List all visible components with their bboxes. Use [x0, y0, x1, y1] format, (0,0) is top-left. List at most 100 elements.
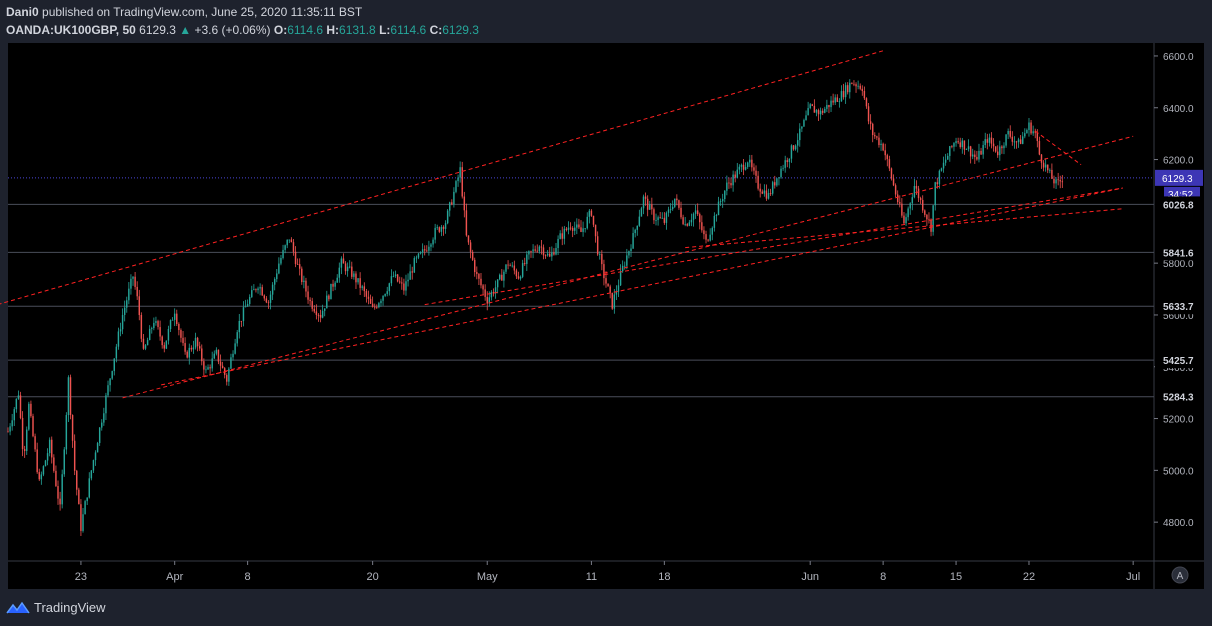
candle-body: [986, 139, 989, 143]
candle-body: [390, 276, 393, 284]
candle-body: [517, 276, 520, 279]
candle-body: [813, 105, 816, 113]
candle-body: [751, 159, 753, 168]
candle-body: [103, 413, 105, 423]
candle-body: [38, 472, 40, 480]
candle-body: [78, 489, 80, 505]
plot-area[interactable]: [8, 43, 1154, 561]
candle-body: [484, 289, 486, 297]
candle-body: [126, 300, 128, 308]
trend-line[interactable]: [161, 187, 1123, 386]
candle-body: [182, 337, 184, 344]
candle-body: [192, 347, 195, 350]
candle-body: [459, 167, 461, 178]
tradingview-logo-icon[interactable]: [6, 600, 30, 616]
candle-body: [461, 167, 463, 197]
candle-body: [526, 254, 528, 264]
candle-body: [421, 249, 424, 253]
candle-body: [913, 185, 916, 198]
candle-body: [976, 157, 978, 160]
time-tick-label: 20: [367, 571, 379, 583]
trend-line[interactable]: [424, 187, 1123, 306]
candle-body: [621, 265, 624, 272]
candle-body: [736, 169, 739, 178]
candle-body: [415, 257, 418, 259]
candle-body: [786, 160, 789, 163]
close-label: C:: [429, 23, 443, 37]
candle-body: [605, 278, 607, 284]
candle-body: [259, 287, 261, 289]
auto-scale-button-bg[interactable]: [1171, 566, 1189, 584]
candle-body: [123, 307, 126, 315]
candle-body: [838, 101, 841, 103]
candle-body: [644, 196, 647, 199]
candle-body: [649, 204, 651, 210]
candle-body: [1026, 129, 1028, 134]
price-tick-label: 5200.0: [1163, 415, 1194, 426]
candle-body: [169, 320, 172, 330]
candle-body: [907, 208, 909, 218]
candle-body: [351, 266, 353, 277]
candle-body: [701, 222, 703, 231]
candle-body: [505, 264, 507, 272]
candle-body: [1011, 136, 1014, 142]
level-price-box: [1155, 196, 1203, 213]
candle-body: [309, 299, 311, 302]
candle-body: [438, 227, 441, 232]
candle-body: [667, 209, 670, 213]
trend-line[interactable]: [122, 135, 1134, 399]
candle-body: [1005, 134, 1007, 146]
candle-body: [492, 291, 495, 294]
candle-body: [213, 353, 216, 359]
author-name[interactable]: Dani0: [6, 5, 39, 19]
candle-body: [963, 140, 966, 150]
auto-scale-button[interactable]: A: [1177, 571, 1184, 582]
candle-body: [363, 286, 366, 292]
candle-body: [215, 349, 218, 354]
candle-body: [315, 311, 318, 315]
candle-body: [444, 223, 447, 229]
trend-line[interactable]: [685, 208, 1123, 249]
candle-body: [171, 319, 174, 321]
candle-body: [86, 497, 88, 502]
candle-body: [46, 453, 49, 461]
candle-body: [953, 143, 955, 147]
publish-line: Dani0 published on TradingView.com, June…: [6, 5, 362, 19]
candle-body: [544, 255, 547, 257]
candle-body: [236, 332, 238, 344]
candle-body: [394, 274, 397, 277]
trend-line[interactable]: [1034, 130, 1082, 166]
candle-body: [82, 514, 84, 531]
candle-body: [161, 336, 163, 346]
candle-body: [890, 168, 893, 179]
candle-body: [1030, 122, 1032, 134]
candle-body: [721, 199, 724, 202]
level-price-box: [1155, 388, 1203, 405]
candle-body: [578, 224, 580, 228]
candle-body: [455, 181, 457, 192]
time-tick-label: Apr: [166, 571, 183, 583]
candle-body: [167, 329, 170, 341]
symbol-label[interactable]: OANDA:UK100GBP, 50: [6, 23, 136, 37]
candle-body: [636, 225, 638, 230]
candle-body: [653, 209, 655, 221]
time-axis-area[interactable]: [8, 561, 1154, 589]
publish-info: published on TradingView.com, June 25, 2…: [42, 5, 363, 19]
candle-body: [834, 97, 836, 103]
time-tick-label: 23: [75, 571, 87, 583]
candle-body: [303, 280, 305, 283]
candle-body: [334, 282, 336, 287]
candle-body: [571, 228, 574, 231]
price-chart[interactable]: 6600.0 6400.0 6200.0 5800.0 5600.0 5400.0 5200…: [0, 0, 1212, 592]
candle-body: [788, 158, 791, 163]
current-price-box: [1155, 169, 1203, 186]
candle-body: [921, 199, 924, 211]
tradingview-brand[interactable]: TradingView: [34, 600, 106, 615]
candle-body: [971, 154, 974, 157]
candle-body: [980, 150, 982, 155]
candle-body: [828, 104, 830, 108]
candle-body: [519, 276, 522, 279]
candle-body: [561, 233, 563, 239]
candle-body: [121, 314, 124, 330]
time-tick-label: 15: [950, 571, 962, 583]
